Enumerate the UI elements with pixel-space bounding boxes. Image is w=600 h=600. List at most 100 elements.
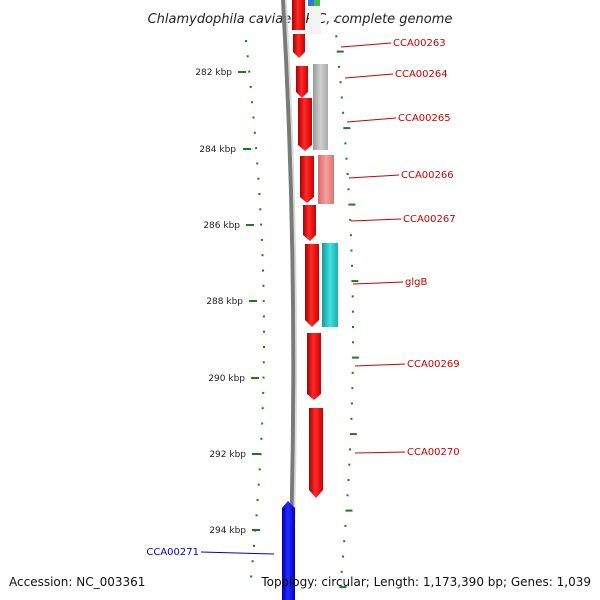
gene-label-cca00265[interactable]: CCA00265 [398, 113, 451, 124]
inner-dot [352, 326, 354, 328]
scale-label: 290 kbp [208, 374, 245, 384]
scale-dot [259, 453, 262, 456]
similarity-block-grey [313, 64, 328, 150]
leader-line [344, 73, 394, 79]
gene-label-cca00263[interactable]: CCA00263 [393, 38, 446, 49]
scale-dot [257, 177, 260, 180]
scale-dot [258, 193, 261, 195]
scale-dot [263, 330, 265, 333]
inner-major-tick [343, 127, 351, 130]
gene-label-glgb[interactable]: glgB [405, 277, 427, 288]
scale-dot [260, 223, 263, 226]
scale-dot [246, 55, 249, 58]
inner-dot [347, 188, 350, 191]
scale-ring [245, 40, 265, 578]
scale-dot [262, 391, 265, 394]
inner-dot [349, 448, 352, 451]
scale-dot [262, 284, 265, 287]
inner-dot [347, 479, 350, 481]
gene-arrow-partial [292, 0, 305, 30]
inner-dot [351, 295, 354, 298]
inner-dot [333, 20, 336, 22]
inner-major-tick [351, 280, 359, 283]
scale-dot [260, 437, 263, 440]
scale-dot [255, 147, 258, 150]
gene-arrow-cca00264[interactable] [296, 66, 308, 98]
scale-dot [255, 514, 258, 517]
top-partial-features [292, 0, 321, 34]
inner-dot [346, 494, 349, 497]
inner-dot [346, 173, 349, 175]
gene-labels: CCA00263 CCA00264 CCA00265 CCA00266 CCA0… [146, 38, 459, 558]
scale-dot [262, 269, 264, 272]
gene-label-cca00266[interactable]: CCA00266 [401, 170, 454, 181]
inner-dot [350, 249, 353, 252]
scale-dot [263, 346, 265, 348]
inner-dot [340, 570, 343, 573]
similarity-blocks [313, 64, 338, 327]
inner-dot [340, 96, 343, 99]
gene-label-cca00271[interactable]: CCA00271 [146, 547, 199, 558]
gene-label-cca00270[interactable]: CCA00270 [407, 447, 460, 458]
inner-dot [351, 264, 353, 267]
gene-label-lines [200, 42, 406, 555]
inner-major-tick [349, 433, 357, 436]
gene-label-cca00264[interactable]: CCA00264 [395, 69, 448, 80]
gene-arrow-cca00263[interactable] [293, 34, 305, 58]
scale-label: 282 kbp [195, 68, 232, 78]
scale-dot [256, 499, 259, 501]
gene-arrow-glgb[interactable] [305, 244, 319, 327]
scale-dot [258, 468, 261, 471]
gene-arrow-cca00267[interactable] [303, 205, 316, 241]
scale-dot [251, 101, 254, 104]
gene-label-cca00267[interactable]: CCA00267 [403, 214, 456, 225]
scale-dot [248, 70, 251, 73]
scale-dot [250, 575, 253, 578]
scale-label: 288 kbp [206, 297, 243, 307]
gene-arrow-cca00270[interactable] [309, 408, 323, 498]
similarity-block-partial [314, 0, 320, 6]
gene-arrow-cca00266[interactable] [300, 156, 314, 203]
leader-line [350, 218, 402, 222]
inner-major-tick [351, 356, 359, 359]
leader-line [200, 551, 275, 555]
scale-dot [256, 162, 259, 165]
scale-dot [261, 422, 264, 425]
accession-text: Accession: NC_003361 [9, 575, 145, 589]
scale-dot [262, 315, 265, 318]
leader-line [340, 42, 392, 48]
scale-label: 292 kbp [209, 450, 246, 460]
inner-dot [342, 111, 345, 114]
scale-dot [261, 407, 264, 410]
inner-dot [348, 463, 351, 466]
inner-dot [351, 387, 354, 390]
scale-label: 294 kbp [209, 526, 246, 536]
inner-major-tick [339, 586, 347, 589]
scale-dot [260, 238, 263, 241]
leader-line [352, 281, 404, 285]
inner-dot [338, 65, 341, 68]
scale-dot [259, 208, 262, 211]
inner-major-tick [336, 50, 344, 53]
topology-text: Topology: circular; Length: 1,173,390 bp… [260, 575, 591, 589]
scale-dot [252, 116, 255, 119]
major-ticks [238, 71, 260, 531]
scale-dot [257, 483, 260, 486]
inner-dot [350, 402, 353, 405]
inner-dot [339, 81, 342, 84]
leader-line [346, 117, 397, 123]
scale-label: 284 kbp [199, 145, 236, 155]
scale-dot [245, 40, 248, 42]
gene-arrow-cca00265[interactable] [298, 98, 312, 151]
scale-dot [251, 560, 254, 563]
gene-arrow-cca00271[interactable] [282, 501, 295, 600]
leader-line [354, 451, 406, 454]
inner-dot [350, 417, 353, 420]
scale-dot [261, 254, 264, 257]
leader-line [348, 174, 400, 179]
inner-dot [344, 524, 347, 527]
inner-dot [344, 142, 347, 145]
inner-dot [345, 157, 348, 160]
gene-arrow-cca00269[interactable] [307, 333, 321, 400]
gene-label-cca00269[interactable]: CCA00269 [407, 359, 460, 370]
